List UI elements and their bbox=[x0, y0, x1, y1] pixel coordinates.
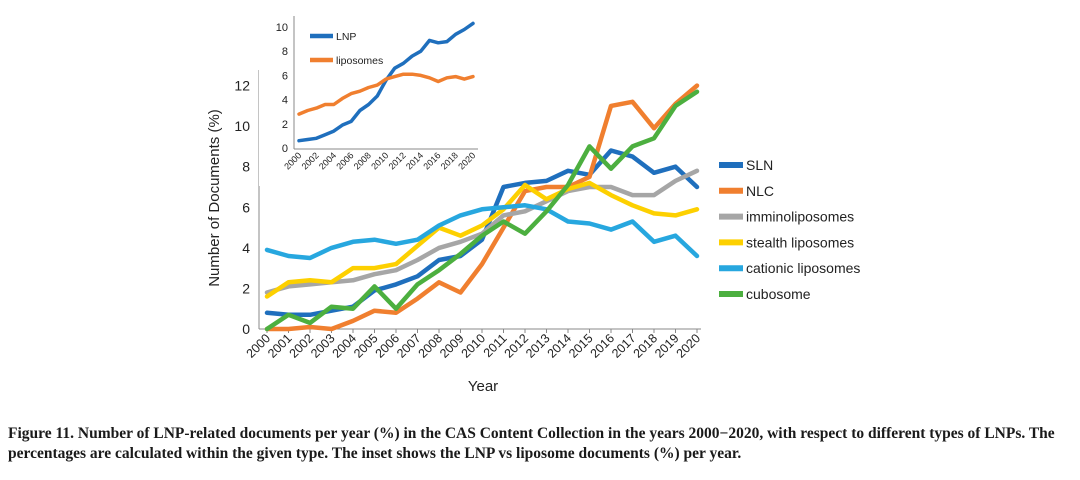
main-chart: 0246810122000200120022003200420052006200… bbox=[206, 14, 860, 395]
main-legend: SLN NLC imminoliposomes stealth liposomes ca… bbox=[719, 157, 860, 302]
x-axis-title: Year bbox=[468, 378, 498, 395]
series-line-nlc bbox=[264, 83, 700, 332]
y-tick-label: 0 bbox=[242, 321, 250, 337]
main-lines bbox=[264, 83, 700, 332]
inset-y-tick-label: 6 bbox=[282, 70, 288, 82]
inset-legend-label-lnp: LNP bbox=[336, 31, 356, 43]
y-tick-label: 4 bbox=[242, 240, 250, 256]
series-line-stealth-liposomes bbox=[264, 180, 700, 299]
inset-legend: LNP liposomes bbox=[310, 31, 383, 67]
caption-text: Number of LNP-related documents per year… bbox=[8, 425, 1055, 462]
legend-label-imminoliposomes: imminoliposomes bbox=[746, 209, 854, 225]
legend-label-sln: SLN bbox=[746, 157, 773, 173]
legend-label-nlc: NLC bbox=[746, 183, 774, 199]
y-axis-title: Number of Documents (%) bbox=[206, 109, 223, 287]
y-tick-label: 8 bbox=[242, 159, 250, 175]
legend-label-stealth-liposomes: stealth liposomes bbox=[746, 234, 854, 250]
inset-chart: 0246810200020022004200620082010201220142… bbox=[259, 14, 485, 186]
y-tick-label: 2 bbox=[242, 280, 250, 296]
y-tick-label: 6 bbox=[242, 199, 250, 215]
legend-label-cationic-liposomes: cationic liposomes bbox=[746, 260, 860, 276]
series-line-imminoliposomes bbox=[264, 168, 700, 295]
y-tick-label: 12 bbox=[234, 78, 250, 94]
x-tick-label: 2020 bbox=[674, 331, 704, 361]
inset-series-line-liposomes bbox=[297, 72, 475, 116]
inset-y-tick-label: 8 bbox=[282, 46, 288, 58]
y-tick-label: 10 bbox=[234, 118, 250, 134]
inset-y-tick-label: 4 bbox=[282, 95, 288, 107]
legend-label-cubosome: cubosome bbox=[746, 286, 811, 302]
inset-y-tick-label: 0 bbox=[282, 143, 288, 155]
figure-caption: Figure 11. Number of LNP-related documen… bbox=[8, 424, 1072, 464]
inset-y-tick-label: 2 bbox=[282, 119, 288, 131]
series-line-cubosome bbox=[264, 89, 700, 332]
caption-label: Figure 11. bbox=[8, 425, 75, 442]
inset-legend-label-liposomes: liposomes bbox=[336, 55, 383, 67]
inset-lines bbox=[297, 21, 475, 143]
inset-y-tick-label: 10 bbox=[276, 22, 288, 34]
series-line-cationic-liposomes bbox=[264, 203, 700, 261]
